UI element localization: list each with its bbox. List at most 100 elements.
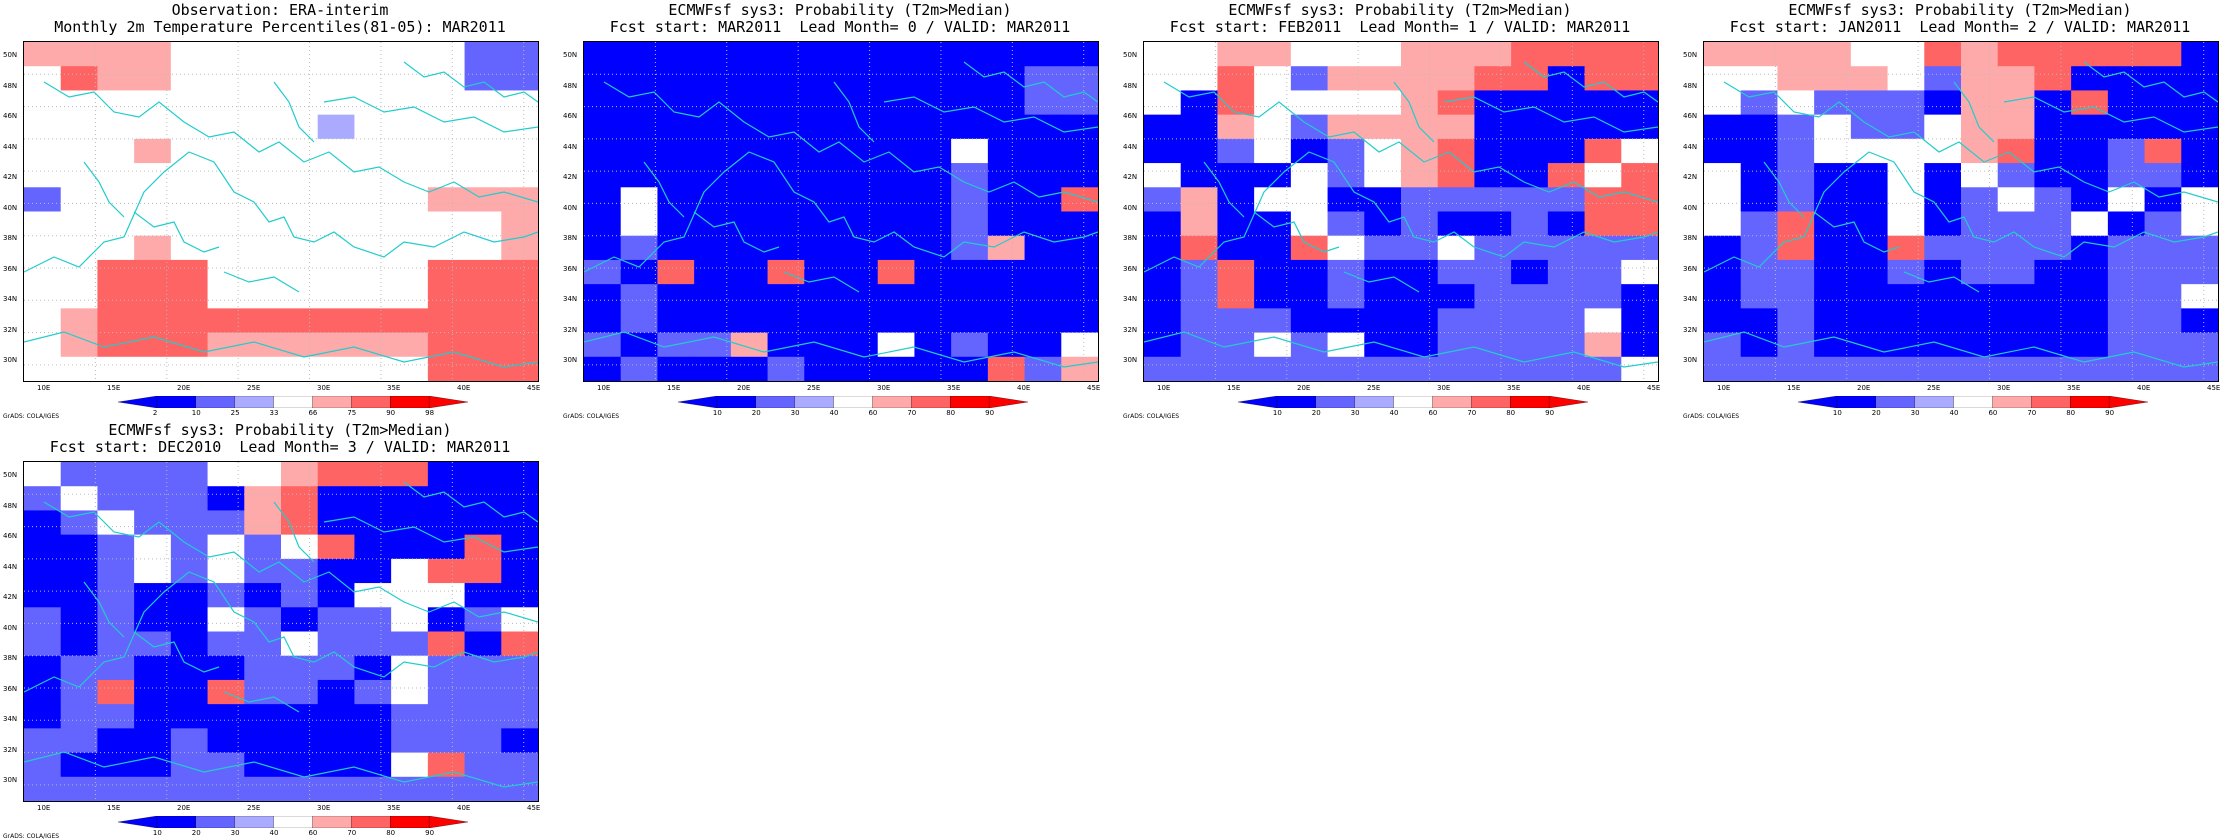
grid-cell: [134, 356, 172, 381]
grid-cell: [317, 704, 355, 729]
grid-cell: [317, 486, 355, 511]
grid-cell: [2034, 259, 2072, 285]
grid-cell: [427, 510, 466, 536]
grid-cell: [1961, 211, 1999, 237]
grid-cell: [2181, 42, 2218, 67]
grid-cell: [427, 776, 466, 801]
grid-cell: [97, 510, 135, 536]
grid-cell: [1364, 138, 1402, 164]
grid-cell: [2107, 187, 2146, 212]
grid-cell: [1621, 42, 1658, 67]
grid-cell: [1621, 332, 1658, 358]
grid-cell: [841, 211, 879, 237]
longitude-label: 15E: [107, 384, 121, 392]
grid-cell: [2144, 90, 2182, 116]
grid-cell: [694, 114, 732, 140]
latitude-label: 46N: [1123, 112, 1138, 120]
grid-cell: [1924, 356, 1962, 381]
grid-cell: [1961, 332, 1999, 358]
grid-cell: [244, 138, 282, 164]
longitude-label: 10E: [37, 384, 51, 392]
latitude-label: 44N: [3, 142, 18, 151]
grid-cell: [281, 284, 319, 309]
grid-cell: [134, 332, 172, 358]
grid-cell: [60, 655, 98, 681]
grid-cell: [2034, 308, 2072, 334]
grid-cell: [1924, 163, 1962, 188]
grid-cell: [1327, 308, 1365, 334]
grid-cell: [2181, 308, 2218, 334]
latitude-label: 30N: [1123, 356, 1138, 364]
grid-cell: [60, 308, 98, 334]
panel-subtitle: Fcst start: FEB2011 Lead Month= 1 / VALI…: [1169, 18, 1631, 36]
grid-cell: [427, 114, 466, 140]
grid-cell: [2071, 332, 2109, 358]
grid-cell: [60, 510, 98, 536]
grid-cell: [60, 583, 98, 608]
grid-cell: [620, 259, 658, 285]
map-plot-area: [1703, 41, 2219, 382]
grid-cell: [391, 534, 429, 560]
grid-cell: [1704, 90, 1742, 116]
grid-cell: [2034, 332, 2072, 358]
grid-cell: [60, 776, 98, 801]
grid-cell: [1327, 163, 1365, 188]
grid-cell: [317, 42, 355, 67]
grid-cell: [804, 114, 842, 140]
panel-subtitle: Fcst start: DEC2010 Lead Month= 3 / VALI…: [49, 438, 511, 456]
grid-cell: [207, 211, 245, 237]
colorbar-label: 60: [868, 409, 878, 417]
grid-cell: [804, 90, 842, 116]
colorbar-segment: [195, 816, 236, 828]
grid-cell: [1887, 356, 1925, 381]
latitude-label: 42N: [1683, 173, 1698, 181]
coastline: [24, 751, 538, 788]
coastline: [2003, 96, 2218, 133]
grid-cell: [1961, 42, 1999, 67]
grid-cell: [501, 42, 538, 67]
grid-cell: [281, 462, 319, 487]
grid-cell: [427, 66, 466, 91]
grid-cell: [24, 187, 62, 212]
grid-cell: [730, 114, 769, 140]
grid-cell: [951, 138, 989, 164]
grid-cell: [767, 66, 805, 91]
grid-cell: [1887, 66, 1925, 91]
grid-cell: [877, 66, 915, 91]
grid-cell: [841, 308, 879, 334]
grid-cell: [24, 332, 62, 358]
grid-cell: [1024, 90, 1062, 116]
grid-cell: [464, 114, 502, 140]
grid-cell: [464, 284, 502, 309]
grid-cell: [1061, 187, 1098, 212]
grid-cell: [2181, 356, 2218, 381]
grid-cell: [97, 356, 135, 381]
longitude-label: 15E: [1227, 384, 1241, 392]
latitude-label: 38N: [1123, 234, 1138, 242]
grid-cell: [97, 728, 135, 754]
grid-cell: [207, 655, 245, 681]
grid-cell: [97, 534, 135, 560]
grid-cell: [2107, 42, 2146, 67]
grid-cell: [244, 728, 282, 754]
grid-cell: [1180, 90, 1218, 116]
colorbar-label: 30: [230, 829, 240, 837]
grid-cell: [2144, 308, 2182, 334]
grid-cell: [1814, 284, 1852, 309]
colorbar-segment: [312, 396, 352, 408]
grid-cell: [1547, 66, 1586, 91]
grid-cell: [1547, 259, 1586, 285]
grid-cell: [501, 558, 538, 584]
grid-cell: [24, 607, 62, 632]
grid-cell: [1364, 114, 1402, 140]
grid-cell: [1814, 187, 1852, 212]
grid-cell: [170, 211, 209, 237]
grid-cell: [354, 534, 392, 560]
coastline: [43, 501, 538, 623]
grid-cell: [620, 284, 658, 309]
grid-cell: [1024, 211, 1062, 237]
grid-cell: [1850, 42, 1889, 67]
grid-cell: [877, 235, 915, 261]
longitude-label: 40E: [2137, 384, 2151, 392]
grid-cell: [244, 462, 282, 487]
